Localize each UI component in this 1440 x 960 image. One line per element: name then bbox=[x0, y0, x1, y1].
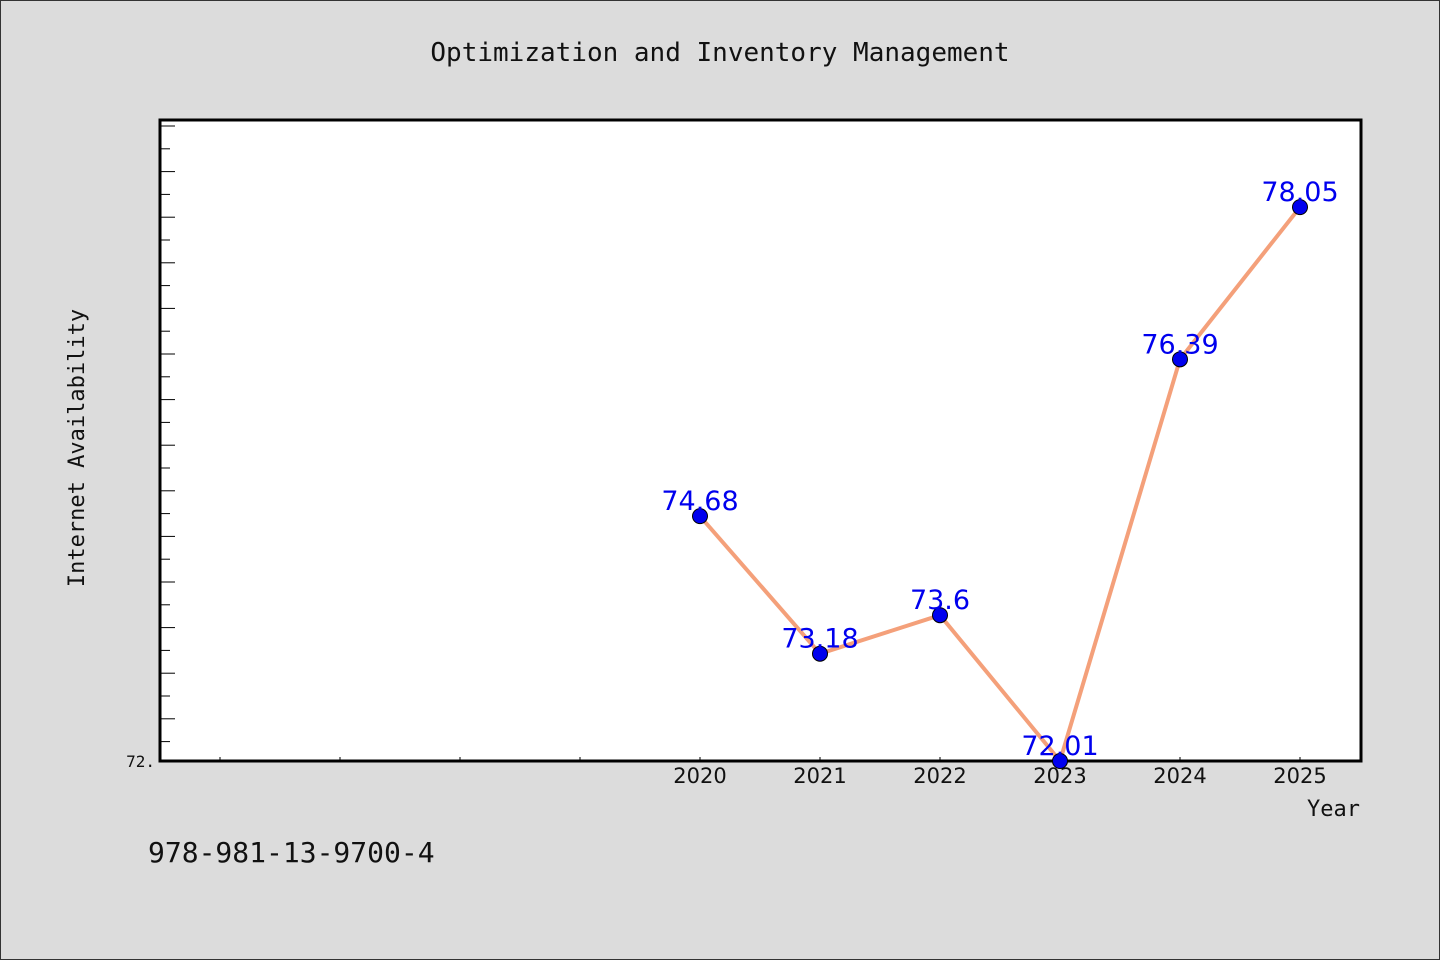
x-tick-labels: 2020 2021 2022 2023 2024 2025 bbox=[673, 764, 1326, 788]
chart-title: Optimization and Inventory Management bbox=[430, 38, 1009, 68]
data-point-marker bbox=[812, 645, 828, 662]
x-tick-label: 2020 bbox=[673, 764, 726, 788]
y-axis-label: Internet Availability bbox=[65, 309, 90, 587]
plot-area bbox=[158, 118, 1363, 763]
data-label: 76.39 bbox=[1141, 329, 1218, 360]
data-label: 74.68 bbox=[661, 486, 738, 517]
axis-ticks bbox=[160, 125, 1301, 761]
x-tick-label: 2021 bbox=[793, 764, 846, 788]
x-tick-label: 2024 bbox=[1153, 764, 1206, 788]
y-tick-label: 72. bbox=[126, 752, 155, 771]
data-label: 72.01 bbox=[1021, 731, 1098, 762]
series-line bbox=[698, 205, 1302, 763]
data-label: 73.18 bbox=[781, 624, 858, 655]
data-point-marker bbox=[932, 607, 948, 624]
data-point-marker bbox=[692, 508, 708, 525]
isbn-footer: 978-981-13-9700-4 bbox=[148, 836, 435, 869]
x-axis-label: Year bbox=[1307, 797, 1360, 822]
data-point-marker bbox=[1172, 351, 1188, 368]
y-tick-labels: 72. bbox=[126, 752, 155, 771]
data-point-marker bbox=[1292, 199, 1308, 216]
data-markers bbox=[692, 199, 1308, 769]
data-label: 73.6 bbox=[910, 585, 970, 616]
x-tick-label: 2022 bbox=[913, 764, 966, 788]
data-point-marker bbox=[1052, 753, 1068, 769]
data-label: 78.05 bbox=[1261, 177, 1338, 208]
data-labels: 74.68 73.18 73.6 72.01 76.39 78.05 bbox=[661, 177, 1338, 762]
x-tick-label: 2025 bbox=[1273, 764, 1326, 788]
